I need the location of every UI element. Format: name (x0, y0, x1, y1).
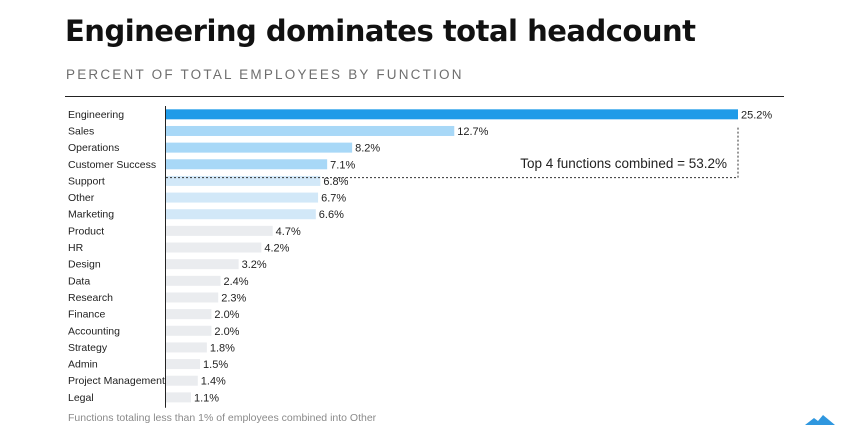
bar (166, 342, 207, 353)
value-label: 4.2% (264, 243, 289, 255)
category-label: Project Management (68, 375, 165, 387)
category-label: Marketing (68, 209, 114, 221)
category-label: Operations (68, 142, 119, 154)
bar (166, 109, 738, 120)
bar (166, 325, 212, 336)
value-label: 1.4% (201, 376, 226, 388)
value-label: 2.0% (214, 309, 239, 321)
value-label: 2.3% (221, 292, 246, 304)
bar (166, 275, 221, 286)
category-label: Finance (68, 309, 106, 321)
value-label: 1.8% (210, 342, 235, 354)
value-label: 1.5% (203, 359, 228, 371)
bar (166, 242, 262, 253)
cloud-logo-icon (805, 415, 835, 425)
category-label: Support (68, 175, 105, 187)
category-label: Admin (68, 359, 98, 371)
bar (166, 292, 219, 303)
category-label: Other (68, 192, 95, 204)
category-label: Engineering (68, 109, 124, 121)
bar (166, 259, 239, 270)
value-label: 12.7% (457, 126, 488, 138)
chart-footnote: Functions totaling less than 1% of emplo… (68, 412, 377, 424)
value-label: 6.8% (323, 176, 348, 188)
bar (166, 159, 328, 170)
value-label: 25.2% (741, 109, 772, 121)
category-label: Strategy (68, 342, 108, 354)
value-label: 4.7% (276, 226, 301, 238)
category-label: Sales (68, 125, 94, 137)
bar (166, 142, 353, 153)
title-divider (65, 96, 784, 97)
category-label: Customer Success (68, 159, 156, 171)
category-label: Data (68, 275, 90, 287)
annotation-label: Top 4 functions combined = 53.2% (520, 156, 727, 171)
category-label: Design (68, 259, 101, 271)
value-label: 6.6% (319, 209, 344, 221)
value-label: 2.0% (214, 326, 239, 338)
bar (166, 175, 321, 186)
chart-subtitle: PERCENT OF TOTAL EMPLOYEES BY FUNCTION (66, 67, 464, 82)
category-label: Accounting (68, 325, 120, 337)
bar (166, 359, 201, 370)
bar (166, 309, 212, 320)
category-label: HR (68, 242, 84, 254)
value-label: 3.2% (242, 259, 267, 271)
bar (166, 392, 191, 403)
value-label: 8.2% (355, 143, 380, 155)
category-label: Research (68, 292, 113, 304)
category-label: Legal (68, 392, 94, 404)
chart-title: Engineering dominates total headcount (65, 14, 696, 48)
value-label: 6.7% (321, 193, 346, 205)
category-label: Product (68, 225, 104, 237)
bar (166, 209, 316, 220)
value-label: 1.1% (194, 392, 219, 404)
top4-bracket (166, 126, 739, 179)
value-label: 2.4% (223, 276, 248, 288)
bar (166, 375, 198, 386)
bar (166, 125, 455, 136)
bar (166, 225, 273, 236)
bar (166, 192, 319, 203)
value-label: 7.1% (330, 159, 355, 171)
